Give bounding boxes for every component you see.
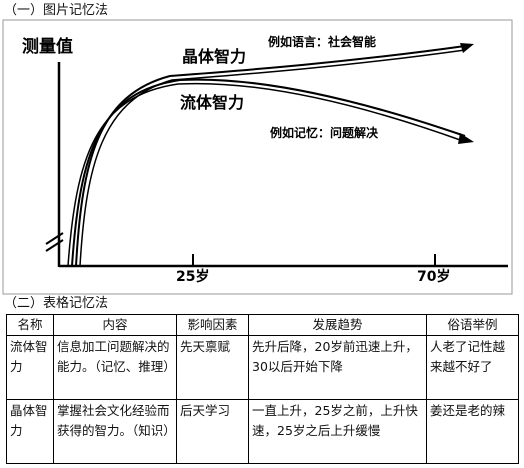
cell-factor: 后天学习 — [176, 399, 249, 464]
cell-trend: 先升后降，20岁前迅速上升，30以后开始下降 — [248, 335, 427, 400]
crystallized-curve — [75, 45, 466, 267]
x-tick-label-25: 25岁 — [176, 268, 209, 285]
header-trend: 发展趋势 — [248, 314, 427, 336]
cell-saying: 姜还是老的辣 — [426, 399, 519, 464]
fluid-label: 流体智力 — [180, 93, 244, 112]
section-title-picture-method: （一）图片记忆法 — [4, 3, 109, 18]
header-saying: 俗语举例 — [426, 314, 519, 336]
header-content: 内容 — [53, 314, 177, 336]
section-title-table-method: （二）表格记忆法 — [4, 296, 109, 311]
axis-break-mark — [45, 232, 64, 245]
intelligence-curve-diagram: 测量值 晶体智力 例如语言：社会智能 流体智力 例如记忆：问题解决 25岁 70… — [2, 19, 513, 295]
fluid-arrowhead — [458, 133, 474, 144]
crystallized-example: 例如语言：社会智能 — [268, 34, 376, 49]
intelligence-table: 名称 内容 影响因素 发展趋势 俗语举例 流体智力 信息加工问题解决的能力。（记… — [6, 314, 519, 464]
crystallized-label: 晶体智力 — [182, 47, 246, 66]
axis-break-mark — [45, 239, 64, 252]
crystallized-arrowhead — [460, 43, 474, 53]
cell-content: 掌握社会文化经验而获得的智力。（知识） — [53, 399, 177, 464]
table-row-fluid: 流体智力 信息加工问题解决的能力。（记忆、推理） 先天禀赋 先升后降，20岁前迅… — [6, 335, 519, 400]
cell-saying: 人老了记性越来越不好了 — [426, 335, 519, 400]
diagram-frame — [2, 19, 513, 295]
cell-trend: 一直上升，25岁之前，上升快速，25岁之后上升缓慢 — [248, 399, 427, 464]
table-header-row: 名称 内容 影响因素 发展趋势 俗语举例 — [6, 314, 519, 336]
table-row-crystallized: 晶体智力 掌握社会文化经验而获得的智力。（知识） 后天学习 一直上升，25岁之前… — [6, 399, 519, 464]
header-name: 名称 — [6, 314, 54, 336]
cell-content: 信息加工问题解决的能力。（记忆、推理） — [53, 335, 177, 400]
fluid-example: 例如记忆：问题解决 — [270, 125, 379, 140]
y-axis-label: 测量值 — [22, 36, 73, 57]
fluid-curve-inner — [67, 82, 464, 267]
crystallized-curve-inner — [79, 49, 466, 267]
x-tick-label-70: 70岁 — [417, 268, 450, 285]
cell-name: 流体智力 — [6, 335, 54, 400]
header-factor: 影响因素 — [176, 314, 249, 336]
cell-name: 晶体智力 — [6, 399, 54, 464]
cell-factor: 先天禀赋 — [176, 335, 249, 400]
fluid-curve — [71, 78, 466, 267]
